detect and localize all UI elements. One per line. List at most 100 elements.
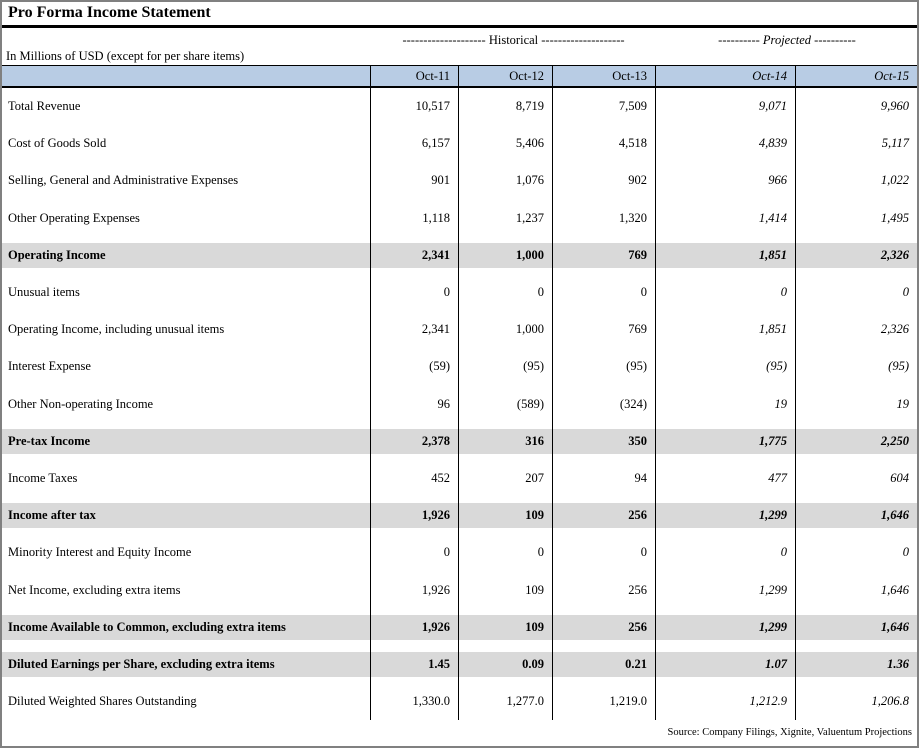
row-cells: Other Non-operating Income 96 (589) (324) 19… (2, 385, 917, 423)
row-cells: Income Taxes 452 207 94 477 604 (2, 459, 917, 498)
cell-value: 1,219.0 (552, 683, 655, 721)
cell-value: 1,299 (655, 571, 795, 609)
table-row: Total Revenue 10,517 8,719 7,509 9,071 9,960 (2, 88, 917, 126)
table-row: Selling, General and Administrative Expe… (2, 162, 917, 200)
table-body: Total Revenue 10,517 8,719 7,509 9,071 9,960 C… (2, 88, 917, 721)
cell-value: 1,076 (458, 162, 552, 200)
row-label: Pre-tax Income (8, 433, 91, 448)
cell-value: 316 (458, 422, 552, 460)
cell-value: 1.45 (370, 645, 458, 683)
cell-value: (95) (795, 348, 917, 386)
cell-value: 1,495 (795, 199, 917, 237)
units-note: In Millions of USD (except for per share… (6, 49, 245, 63)
cell-value: 8,719 (458, 88, 552, 126)
row-label: Total Revenue (8, 99, 81, 114)
cell-value: 1,237 (458, 199, 552, 237)
cell-value: 2,326 (795, 311, 917, 349)
cell-value: 1,206.8 (795, 683, 917, 721)
cell-value: 1,414 (655, 199, 795, 237)
cell-value: 0 (370, 273, 458, 312)
row-cells: Cost of Goods Sold 6,157 5,406 4,518 4,839 5,… (2, 125, 917, 163)
row-cells: Operating Income 2,341 1,000 769 1,851 2,326 (2, 236, 917, 274)
row-cells: Operating Income, including unusual item… (2, 311, 917, 349)
row-label: Net Income, excluding extra items (8, 582, 181, 597)
table-row: Other Operating Expenses 1,118 1,237 1,320 1… (2, 199, 917, 237)
cell-value: 5,406 (458, 125, 552, 163)
table-row: Cost of Goods Sold 6,157 5,406 4,518 4,839 5,… (2, 125, 917, 163)
row-cells: Diluted Weighted Shares Outstanding 1,330… (2, 683, 917, 721)
row-label: Minority Interest and Equity Income (8, 545, 192, 560)
cell-value: 0 (655, 273, 795, 312)
cell-value: 1,775 (655, 422, 795, 460)
row-cells: Total Revenue 10,517 8,719 7,509 9,071 9,960 (2, 88, 917, 126)
cell-value: 109 (458, 571, 552, 609)
cell-value: 1,851 (655, 311, 795, 349)
cell-value: 1,320 (552, 199, 655, 237)
row-highlight-band (2, 428, 917, 454)
cell-value: 256 (552, 608, 655, 646)
table-subheader: -------------------- Historical --------… (2, 28, 917, 65)
cell-value: 10,517 (370, 88, 458, 126)
row-label: Selling, General and Administrative Expe… (8, 173, 239, 188)
row-label: Income Taxes (8, 470, 78, 485)
cell-value: 1,000 (458, 311, 552, 349)
cell-value: (95) (458, 348, 552, 386)
cell-value: 1,299 (655, 497, 795, 535)
table-header-row: Oct-11 Oct-12 Oct-13 Oct-14 Oct-15 (2, 65, 917, 88)
cell-value: 477 (655, 459, 795, 498)
cell-value: 19 (655, 385, 795, 423)
column-header: Oct-12 (458, 66, 552, 86)
cell-value: 452 (370, 459, 458, 498)
table-row: Pre-tax Income 2,378 316 350 1,775 2,250 (2, 422, 917, 460)
cell-value: 1,851 (655, 236, 795, 274)
cell-value: 1,646 (795, 497, 917, 535)
row-highlight-band (2, 651, 917, 677)
cell-value: 0 (552, 273, 655, 312)
cell-value: (95) (552, 348, 655, 386)
cell-value: 1,926 (370, 571, 458, 609)
row-cells: Other Operating Expenses 1,118 1,237 1,320 1… (2, 199, 917, 237)
row-label: Unusual items (8, 285, 80, 300)
cell-value: 350 (552, 422, 655, 460)
cell-value: 2,341 (370, 311, 458, 349)
table-row: Unusual items 0 0 0 0 0 (2, 273, 917, 312)
cell-value: 1,646 (795, 571, 917, 609)
row-label: Income Available to Common, excluding ex… (8, 619, 286, 634)
cell-value: 769 (552, 311, 655, 349)
table-row: Income Available to Common, excluding ex… (2, 608, 917, 646)
cell-value: 1,299 (655, 608, 795, 646)
row-label: Income after tax (8, 508, 96, 523)
income-statement-table: Oct-11 Oct-12 Oct-13 Oct-14 Oct-15 Total Rev… (2, 65, 917, 721)
cell-value: 1,330.0 (370, 683, 458, 721)
projected-group-label: ---------- Projected ---------- (718, 33, 856, 47)
cell-value: 0 (458, 534, 552, 572)
table-row: Diluted Earnings per Share, excluding ex… (2, 645, 917, 683)
cell-value: 1,212.9 (655, 683, 795, 721)
cell-value: 256 (552, 571, 655, 609)
cell-value: 966 (655, 162, 795, 200)
cell-value: 94 (552, 459, 655, 498)
row-label: Diluted Earnings per Share, excluding ex… (8, 656, 275, 671)
cell-value: 109 (458, 608, 552, 646)
cell-value: 0 (795, 273, 917, 312)
table-row: Other Non-operating Income 96 (589) (324) 19… (2, 385, 917, 423)
row-highlight-band (2, 242, 917, 268)
cell-value: 4,518 (552, 125, 655, 163)
row-label: Other Operating Expenses (8, 210, 140, 225)
row-cells: Interest Expense (59) (95) (95) (95) (95) (2, 348, 917, 386)
cell-value: 9,071 (655, 88, 795, 126)
cell-value: 1.07 (655, 645, 795, 683)
column-header: Oct-13 (552, 66, 655, 86)
row-cells: Net Income, excluding extra items 1,926 10… (2, 571, 917, 609)
column-header: Oct-11 (370, 66, 458, 86)
column-header: Oct-14 (655, 66, 795, 86)
cell-value: (59) (370, 348, 458, 386)
cell-value: 902 (552, 162, 655, 200)
row-label: Interest Expense (8, 359, 91, 374)
cell-value: 19 (795, 385, 917, 423)
cell-value: 2,250 (795, 422, 917, 460)
cell-value: (324) (552, 385, 655, 423)
row-cells: Diluted Earnings per Share, excluding ex… (2, 645, 917, 683)
page-title: Pro Forma Income Statement (2, 2, 917, 28)
